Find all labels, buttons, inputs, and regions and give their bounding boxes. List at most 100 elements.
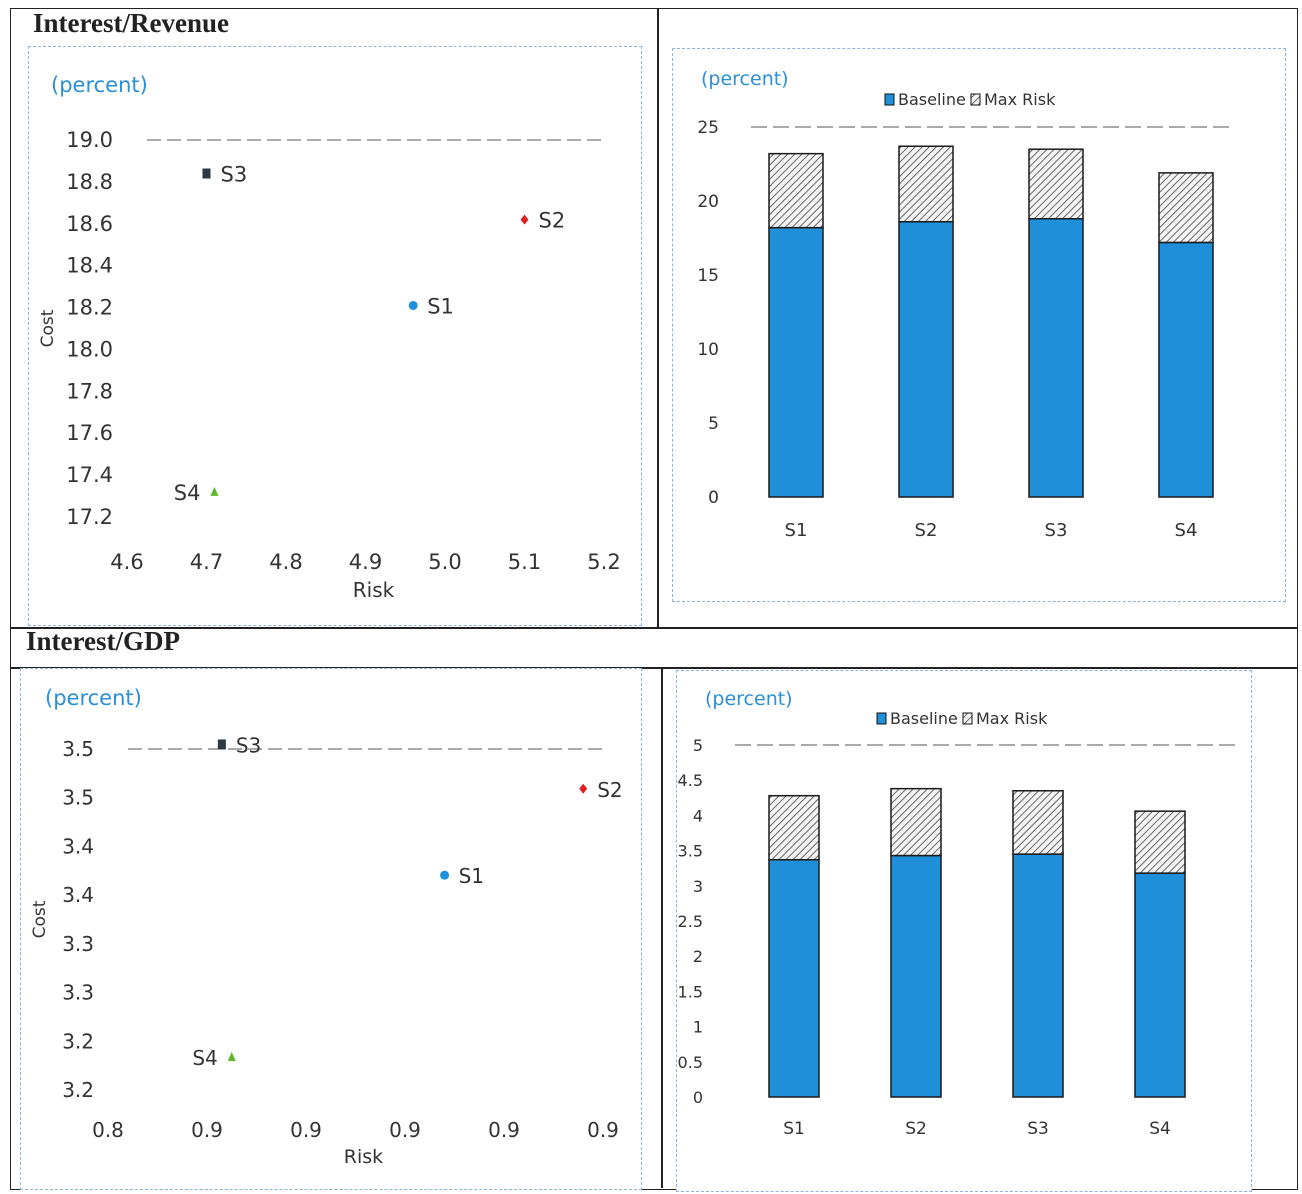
y-tick-label: 4.5 bbox=[678, 771, 703, 790]
category-label: S1 bbox=[783, 1119, 805, 1139]
x-tick-label: 0.9 bbox=[488, 1118, 520, 1142]
y-tick-label: 2.5 bbox=[678, 912, 703, 931]
bar-maxrisk-s4 bbox=[1134, 810, 1186, 874]
category-label: S4 bbox=[1149, 1119, 1171, 1139]
y-tick-label: 20 bbox=[697, 192, 719, 212]
legend-maxrisk-label: Max Risk bbox=[984, 90, 1056, 109]
bar-baseline-s3 bbox=[1012, 853, 1064, 1098]
y-tick-label: 18.4 bbox=[66, 254, 113, 278]
y-tick-label: 18.0 bbox=[66, 337, 113, 361]
y-tick-label: 3.5 bbox=[62, 786, 94, 810]
x-tick-label: 4.7 bbox=[190, 550, 223, 574]
x-axis-label: Risk bbox=[344, 1146, 383, 1168]
bar-baseline-s2 bbox=[890, 854, 942, 1098]
section-divider bbox=[10, 627, 1298, 629]
point-s4 bbox=[210, 486, 219, 496]
section-title-gdp: Interest/GDP bbox=[26, 626, 180, 656]
y-tick-label: 0 bbox=[708, 488, 719, 508]
point-label: S2 bbox=[597, 778, 622, 802]
bar-baseline-s4 bbox=[1158, 241, 1214, 498]
point-s3 bbox=[202, 168, 211, 179]
bar-baseline-s2 bbox=[898, 220, 954, 498]
figure-frame bbox=[10, 8, 1298, 1190]
column-divider-bottom bbox=[661, 667, 663, 1188]
x-tick-label: 0.9 bbox=[191, 1118, 223, 1142]
y-tick-label: 3.4 bbox=[62, 883, 94, 907]
point-label: S1 bbox=[459, 864, 484, 888]
category-label: S4 bbox=[1175, 520, 1198, 541]
bar-maxrisk-s4 bbox=[1158, 172, 1214, 244]
y-tick-label: 18.8 bbox=[66, 170, 113, 194]
y-tick-label: 18.6 bbox=[66, 212, 113, 236]
point-label: S3 bbox=[221, 163, 248, 187]
point-s1 bbox=[408, 300, 418, 310]
point-s2 bbox=[579, 783, 588, 794]
bar-baseline-s3 bbox=[1028, 218, 1084, 498]
y-tick-label: 5 bbox=[708, 414, 719, 434]
x-tick-label: 5.0 bbox=[428, 550, 461, 574]
unit-label: (percent) bbox=[45, 686, 142, 710]
point-s2 bbox=[520, 214, 529, 225]
legend-baseline-label: Baseline bbox=[890, 709, 958, 728]
unit-label: (percent) bbox=[701, 68, 789, 90]
point-s4 bbox=[227, 1052, 236, 1062]
x-tick-label: 4.9 bbox=[349, 550, 382, 574]
bar-maxrisk-s2 bbox=[890, 787, 942, 857]
revenue-bar-chart: (percent) 0 5 10 15 20 25 Baseline Max Risk S1 S2 S… bbox=[697, 68, 1233, 541]
unit-label: (percent) bbox=[51, 73, 148, 97]
y-tick-label: 0.5 bbox=[678, 1053, 703, 1072]
y-tick-label: 17.2 bbox=[66, 505, 113, 529]
panel-revenue-scatter: (percent) 17.2 17.4 17.6 17.8 18.0 18.2 18.4 18.… bbox=[28, 46, 642, 626]
section-title-revenue: Interest/Revenue bbox=[33, 8, 229, 38]
y-tick-label: 3.5 bbox=[678, 842, 703, 861]
category-label: S2 bbox=[915, 520, 938, 541]
category-label: S2 bbox=[905, 1119, 927, 1139]
y-tick-label: 3 bbox=[693, 877, 703, 896]
x-axis-label: Risk bbox=[353, 578, 395, 602]
x-tick-label: 0.9 bbox=[587, 1118, 619, 1142]
point-label: S1 bbox=[427, 294, 454, 318]
bar-maxrisk-s3 bbox=[1012, 790, 1064, 855]
bar-maxrisk-s2 bbox=[898, 145, 954, 223]
bar-maxrisk-s1 bbox=[768, 794, 820, 861]
x-tick-label: 0.9 bbox=[389, 1118, 421, 1142]
gdp-scatter-chart: (percent) 3.2 3.2 3.3 3.3 3.4 3.4 3.5 3.5 0.8 0.9 0… bbox=[30, 686, 623, 1168]
y-tick-label: 3.4 bbox=[62, 834, 94, 858]
bar-baseline-s4 bbox=[1134, 872, 1186, 1098]
y-axis-label: Cost bbox=[30, 900, 50, 938]
section-title-underline bbox=[10, 667, 1298, 669]
legend-baseline-swatch bbox=[884, 93, 895, 106]
y-tick-label: 0 bbox=[693, 1088, 703, 1107]
y-tick-label: 3.2 bbox=[62, 1029, 94, 1053]
bar-baseline-s1 bbox=[768, 859, 820, 1098]
point-label: S3 bbox=[236, 733, 261, 757]
y-tick-label: 3.3 bbox=[62, 932, 94, 956]
bar-maxrisk-s3 bbox=[1028, 148, 1084, 220]
bar-maxrisk-s1 bbox=[768, 152, 824, 229]
category-label: S3 bbox=[1045, 520, 1068, 541]
bar-baseline-s1 bbox=[768, 226, 824, 498]
column-divider-top bbox=[657, 8, 659, 628]
y-tick-label: 1.5 bbox=[678, 982, 703, 1001]
legend-maxrisk-swatch bbox=[962, 712, 973, 725]
point-label: S2 bbox=[539, 209, 566, 233]
y-tick-label: 17.4 bbox=[66, 463, 113, 487]
y-tick-label: 3.5 bbox=[62, 737, 94, 761]
y-tick-label: 19.0 bbox=[66, 128, 113, 152]
y-tick-label: 17.8 bbox=[66, 379, 113, 403]
y-tick-label: 1 bbox=[693, 1018, 703, 1037]
x-tick-label: 5.2 bbox=[587, 550, 620, 574]
point-s3 bbox=[217, 739, 226, 750]
point-label: S4 bbox=[174, 481, 201, 505]
x-tick-label: 0.8 bbox=[92, 1118, 124, 1142]
y-tick-label: 18.2 bbox=[66, 296, 113, 320]
legend-maxrisk-label: Max Risk bbox=[976, 709, 1048, 728]
y-tick-label: 5 bbox=[693, 736, 703, 755]
gdp-bar-chart: (percent) 0 0.5 1 1.5 2 2.5 3 3.5 4 4.5 5 Baseline Ma… bbox=[678, 688, 1237, 1139]
revenue-scatter-chart: (percent) 17.2 17.4 17.6 17.8 18.0 18.2 18.4 18.… bbox=[38, 73, 621, 602]
x-tick-label: 4.8 bbox=[269, 550, 302, 574]
y-axis-label: Cost bbox=[38, 309, 58, 347]
point-label: S4 bbox=[192, 1046, 217, 1070]
category-label: S1 bbox=[785, 520, 808, 541]
x-tick-label: 0.9 bbox=[290, 1118, 322, 1142]
